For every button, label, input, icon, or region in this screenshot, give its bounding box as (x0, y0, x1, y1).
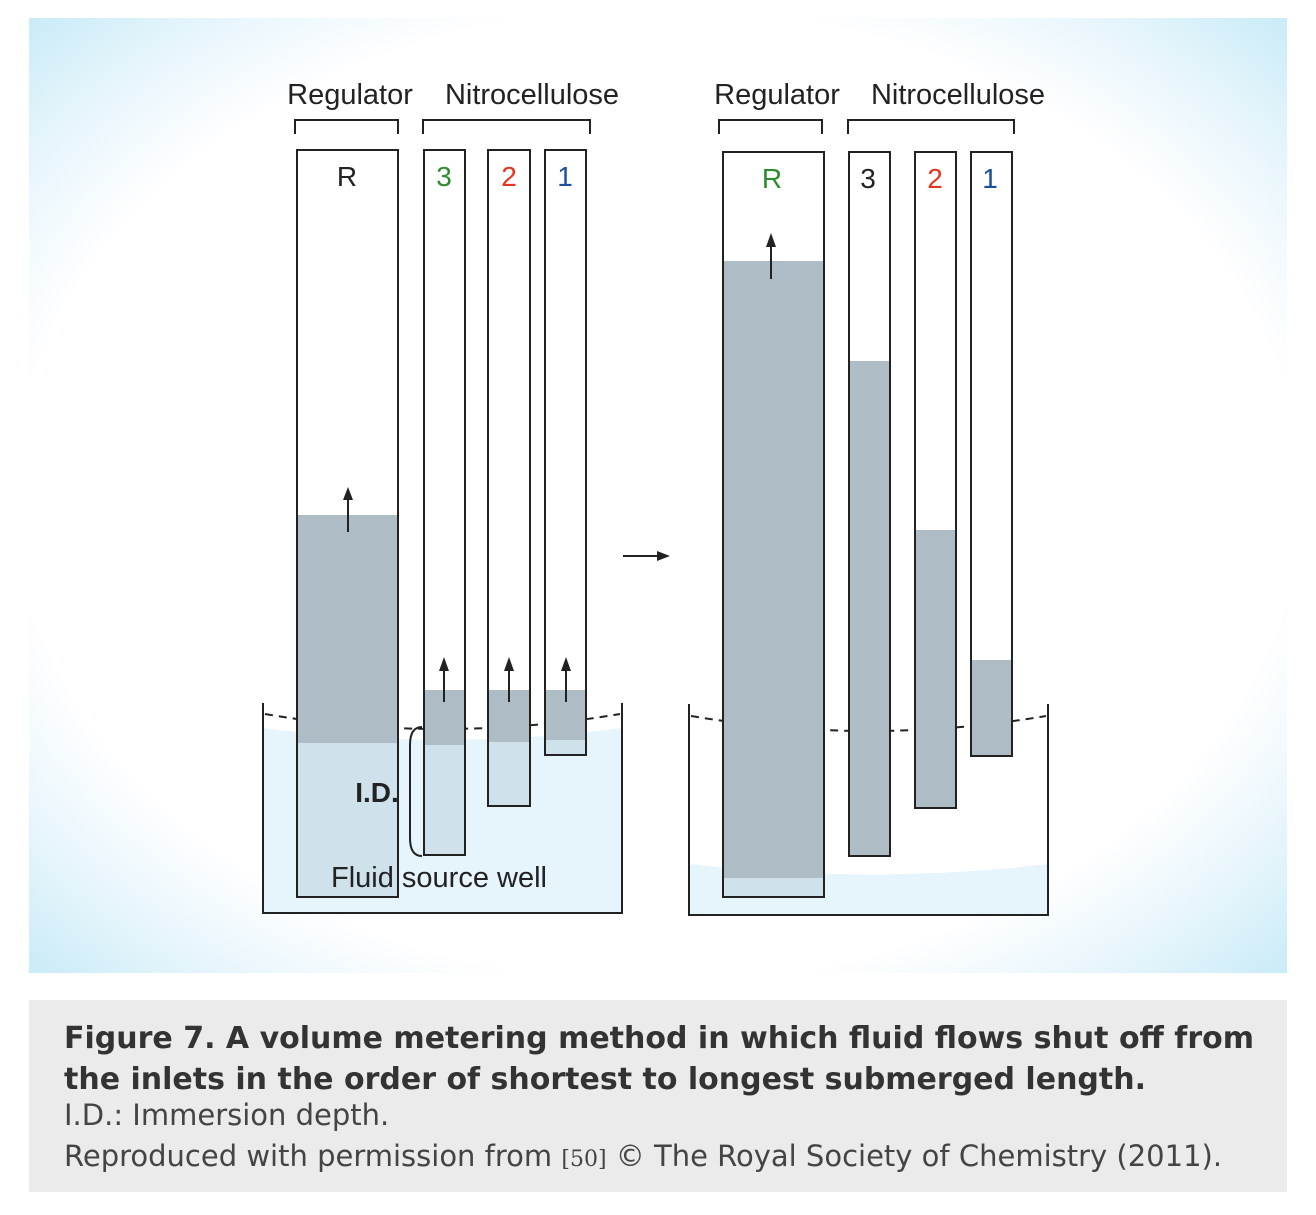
left-panel: Regulator Nitrocellulose R 3 2 1 I.D. Fl… (262, 79, 623, 914)
left-nitrocellulose-label: Nitrocellulose (445, 79, 619, 111)
left-regulator-strip (296, 149, 399, 898)
figure-caption: Figure 7. A volume metering method in wh… (29, 1000, 1287, 1192)
right-panel: Regulator Nitrocellulose R 3 2 1 (688, 79, 1049, 916)
left-strip-2-label: 2 (501, 161, 517, 192)
left-strip-1-label: 1 (557, 161, 573, 192)
caption-credit-prefix: Reproduced with permission from (64, 1139, 553, 1173)
immersion-depth-label: I.D. (355, 777, 399, 808)
immersion-depth-bracket (409, 726, 423, 857)
right-strip-1-label: 1 (982, 163, 998, 194)
left-strip-2-submerged (488, 742, 530, 806)
right-regulator-bracket (718, 119, 823, 134)
left-strip-3 (423, 149, 466, 856)
caption-credit-reference[interactable]: [50] (561, 1147, 607, 1172)
left-strip-3-submerged (424, 745, 465, 855)
right-strip-1 (970, 151, 1013, 757)
right-strip-3-fluid (849, 361, 890, 856)
volume-metering-diagram: Regulator Nitrocellulose R 3 2 1 I.D. Fl… (262, 79, 1049, 916)
left-regulator-bracket (294, 119, 399, 134)
right-strip-2-label: 2 (927, 163, 943, 194)
right-strip-2-fluid (915, 530, 956, 808)
right-flow-arrow (766, 233, 776, 279)
right-strip-3 (848, 151, 891, 857)
right-regulator-strip (722, 151, 825, 898)
left-well (262, 703, 623, 914)
left-strip-1-submerged (545, 740, 586, 755)
left-strip-1 (544, 149, 587, 756)
right-regulator-submerged (723, 878, 824, 897)
right-nitrocellulose-label: Nitrocellulose (871, 79, 1045, 111)
left-regulator-label: Regulator (287, 79, 413, 111)
transition-arrow (623, 551, 670, 561)
right-strip-1-fluid (971, 660, 1012, 756)
fluid-source-well-label: Fluid source well (331, 862, 547, 894)
figure-panel: Regulator Nitrocellulose R 3 2 1 I.D. Fl… (29, 18, 1287, 973)
right-strip-2 (914, 151, 957, 809)
left-regulator-strip-label: R (337, 161, 357, 192)
right-regulator-strip-label: R (762, 163, 782, 194)
right-regulator-label: Regulator (714, 79, 840, 111)
left-flow-arrows (343, 487, 571, 702)
right-nitrocellulose-bracket (847, 119, 1015, 134)
right-strip-3-label: 3 (860, 163, 876, 194)
left-strip-3-label: 3 (436, 161, 452, 192)
right-well (688, 704, 1049, 916)
left-regulator-submerged (297, 743, 398, 897)
caption-title: Figure 7. A volume metering method in wh… (64, 1021, 1255, 1097)
right-regulator-fluid (723, 261, 824, 878)
caption-credit: Reproduced with permission from [50] © T… (64, 1139, 1264, 1173)
left-strip-2 (487, 149, 531, 807)
caption-credit-suffix: © The Royal Society of Chemistry (2011). (615, 1139, 1223, 1173)
caption-abbreviation: I.D.: Immersion depth. (64, 1098, 390, 1132)
left-nitrocellulose-bracket (422, 119, 591, 134)
left-regulator-fluid (297, 515, 398, 743)
